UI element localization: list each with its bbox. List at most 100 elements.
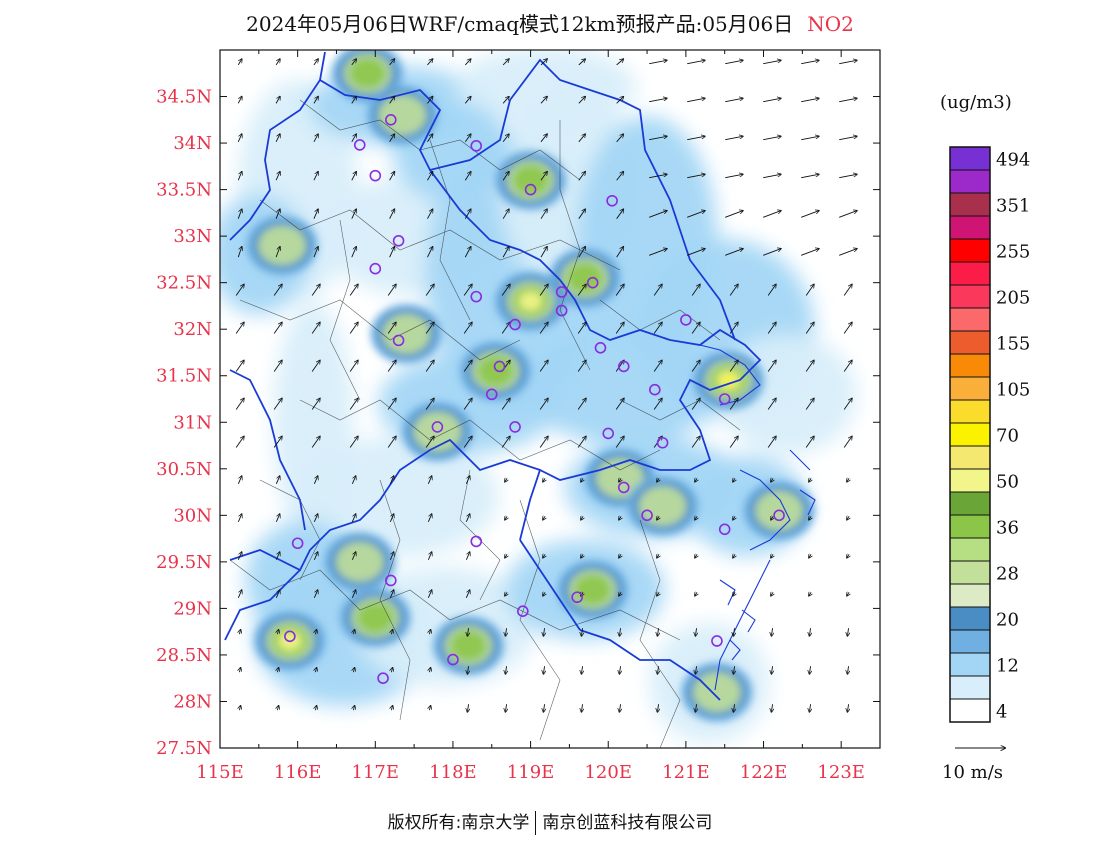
lat-tick-label: 31.5N bbox=[156, 366, 212, 387]
legend-bin-label: 28 bbox=[996, 564, 1019, 585]
wind-arrow bbox=[313, 97, 318, 104]
legend-bin bbox=[949, 146, 991, 171]
station-marker bbox=[773, 509, 785, 522]
station-marker bbox=[447, 653, 459, 666]
title-main: 2024年05月06日WRF/cmaq模式12km预报产品:05月06日 bbox=[246, 12, 794, 36]
legend-bin bbox=[949, 330, 991, 355]
wind-arrow bbox=[695, 666, 696, 674]
wind-arrow bbox=[275, 476, 279, 485]
wind-arrow bbox=[839, 60, 857, 65]
wind-arrow bbox=[539, 437, 548, 448]
wind-arrow bbox=[729, 361, 738, 372]
legend-bin bbox=[949, 376, 991, 401]
wind-arrow bbox=[657, 592, 659, 595]
wind-arrow bbox=[733, 592, 735, 595]
station-marker bbox=[470, 140, 483, 152]
wind-arrow bbox=[577, 285, 586, 296]
wind-arrow bbox=[351, 476, 355, 485]
wind-arrow bbox=[463, 285, 472, 296]
wind-arrow bbox=[275, 514, 279, 523]
wind-arrow bbox=[725, 174, 743, 179]
wind-arrow bbox=[539, 361, 548, 372]
lon-tick-label: 123E bbox=[817, 762, 865, 783]
legend-bin bbox=[949, 169, 991, 194]
longitude-ticks: 115E 116E 117E 118E 119E 120E 121E 122E 123E bbox=[196, 50, 865, 783]
wind-arrow bbox=[771, 704, 772, 712]
wind-arrow bbox=[389, 97, 395, 104]
wind-reference-label: 10 m/s bbox=[942, 762, 1003, 783]
legend-bin bbox=[949, 445, 991, 470]
wind-arrow bbox=[425, 399, 434, 410]
station-marker bbox=[509, 318, 521, 331]
wind-arrow bbox=[771, 666, 772, 674]
wind-arrow bbox=[847, 628, 848, 636]
station-marker bbox=[571, 591, 583, 604]
map-frame bbox=[219, 49, 881, 749]
wind-arrow bbox=[351, 552, 355, 561]
lat-tick-label: 32N bbox=[173, 319, 212, 340]
wind-arrow bbox=[687, 98, 705, 103]
legend-bin-label: 4 bbox=[996, 702, 1007, 723]
wind-arrow bbox=[616, 97, 624, 104]
wind-arrow bbox=[237, 552, 241, 561]
station-marker bbox=[641, 509, 653, 522]
wind-arrow bbox=[657, 704, 658, 712]
wind-arrow bbox=[351, 209, 356, 219]
lon-tick-label: 116E bbox=[274, 762, 322, 783]
wind-arrow bbox=[649, 211, 667, 218]
wind-arrow bbox=[543, 516, 545, 519]
wind-arrow bbox=[427, 590, 431, 599]
wind-arrow bbox=[847, 666, 848, 674]
wind-arrow bbox=[809, 516, 811, 519]
legend-bin-label: 205 bbox=[996, 288, 1030, 309]
wind-arrow bbox=[805, 323, 814, 334]
wind-arrow bbox=[847, 704, 848, 712]
wind-arrow bbox=[427, 172, 432, 181]
wind-arrow bbox=[695, 478, 697, 481]
wind-arrow bbox=[540, 247, 547, 258]
legend-bin bbox=[949, 307, 991, 332]
wind-arrow bbox=[505, 478, 507, 481]
wind-arrow bbox=[615, 323, 624, 334]
wind-arrow bbox=[649, 174, 667, 179]
wind-reference: 10 m/s bbox=[942, 748, 1005, 783]
wind-arrow bbox=[349, 323, 358, 334]
wind-arrow bbox=[235, 285, 244, 296]
wind-arrow bbox=[843, 361, 852, 372]
wind-arrow bbox=[801, 211, 819, 218]
wind-arrow bbox=[465, 552, 469, 561]
wind-arrow bbox=[502, 172, 509, 181]
wind-arrow bbox=[540, 134, 547, 143]
wind-arrow bbox=[275, 172, 280, 181]
station-marker bbox=[711, 635, 723, 647]
wind-arrow bbox=[839, 136, 857, 141]
wind-arrow bbox=[275, 134, 280, 142]
wind-arrow bbox=[502, 59, 509, 66]
legend-bin bbox=[949, 422, 991, 447]
wind-arrow bbox=[235, 323, 244, 334]
wind-arrow bbox=[843, 437, 852, 448]
wind-arrow bbox=[313, 552, 317, 561]
wind-arrow bbox=[429, 630, 430, 635]
wind-arrow bbox=[351, 97, 356, 104]
wind-arrow bbox=[543, 628, 544, 636]
wind-arrow bbox=[619, 478, 621, 481]
wind-arrow bbox=[725, 136, 743, 141]
wind-arrow bbox=[427, 97, 432, 104]
wind-arrow bbox=[389, 590, 393, 599]
monitoring-stations bbox=[284, 114, 785, 685]
lon-tick-label: 115E bbox=[196, 762, 244, 783]
lon-tick-label: 122E bbox=[740, 762, 788, 783]
wind-arrow bbox=[313, 59, 318, 66]
footer-company: 南京创蓝科技有限公司 bbox=[542, 813, 713, 833]
station-marker bbox=[392, 234, 405, 247]
wind-arrow bbox=[315, 630, 316, 635]
legend-bin-label: 255 bbox=[996, 242, 1030, 263]
wind-arrow bbox=[653, 323, 662, 334]
wind-arrow bbox=[805, 285, 814, 296]
wind-arrow bbox=[543, 592, 545, 595]
wind-arrow bbox=[801, 60, 819, 65]
wind-arrow bbox=[389, 552, 393, 561]
legend-bin-label: 36 bbox=[996, 518, 1019, 539]
